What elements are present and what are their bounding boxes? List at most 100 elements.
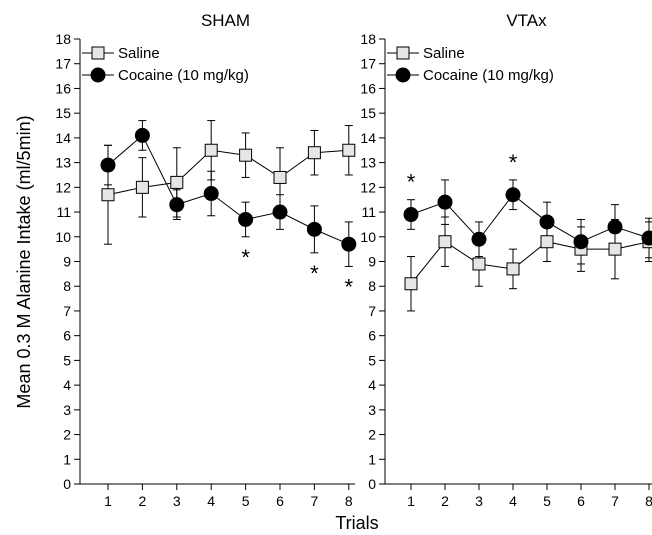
y-tick-label: 12 [55, 179, 71, 195]
saline-point [506, 262, 520, 276]
cocaine-point [238, 211, 254, 227]
cocaine-point [573, 234, 589, 250]
x-tick-label: 2 [139, 493, 147, 509]
x-tick-label: 4 [207, 493, 215, 509]
x-tick-label: 3 [475, 493, 483, 509]
y-tick-label: 7 [368, 303, 376, 319]
y-tick-label: 10 [55, 229, 71, 245]
saline-point [101, 188, 115, 202]
x-tick-label: 7 [311, 493, 319, 509]
x-tick-label: 5 [543, 493, 551, 509]
saline-point [239, 148, 253, 162]
cocaine-point [341, 236, 357, 252]
y-tick-label: 1 [368, 451, 376, 467]
cocaine-point [134, 127, 150, 143]
y-tick-label: 18 [360, 31, 376, 47]
x-tick-label: 8 [645, 493, 652, 509]
y-tick-label: 7 [63, 303, 71, 319]
cocaine-point [471, 231, 487, 247]
cocaine-point [403, 207, 419, 223]
saline-point [540, 235, 554, 249]
x-tick-label: 8 [345, 493, 353, 509]
y-tick-label: 0 [368, 476, 376, 492]
x-tick-label: 7 [611, 493, 619, 509]
y-tick-label: 3 [63, 402, 71, 418]
y-tick-label: 13 [55, 155, 71, 171]
y-tick-label: 15 [360, 105, 376, 121]
x-axis-title: Trials [335, 513, 378, 533]
cocaine-point [100, 157, 116, 173]
x-tick-label: 6 [577, 493, 585, 509]
x-tick-label: 1 [407, 493, 415, 509]
saline-point [135, 180, 149, 194]
y-tick-label: 1 [63, 451, 71, 467]
y-tick-label: 11 [361, 204, 376, 220]
significance-star: * [509, 150, 518, 175]
saline-point [438, 235, 452, 249]
legend-saline-marker [396, 46, 410, 60]
cocaine-point [272, 204, 288, 220]
saline-point [472, 257, 486, 271]
y-tick-label: 14 [55, 130, 71, 146]
saline-point [170, 175, 184, 189]
cocaine-point [539, 214, 555, 230]
legend-cocaine-label: Cocaine (10 mg/kg) [423, 67, 554, 84]
saline-point [204, 143, 218, 157]
y-tick-label: 6 [368, 328, 376, 344]
y-tick-label: 4 [368, 377, 376, 393]
significance-star: * [310, 261, 319, 286]
x-tick-label: 3 [173, 493, 181, 509]
cocaine-point [169, 197, 185, 213]
y-tick-label: 13 [360, 155, 376, 171]
y-tick-label: 8 [368, 278, 376, 294]
panel-title: VTAx [506, 11, 547, 30]
y-tick-label: 5 [368, 352, 376, 368]
y-tick-label: 4 [63, 377, 71, 393]
y-tick-label: 10 [360, 229, 376, 245]
y-tick-label: 0 [63, 476, 71, 492]
y-tick-label: 17 [55, 56, 71, 72]
cocaine-point [306, 221, 322, 237]
significance-star: * [345, 274, 354, 299]
legend-cocaine-marker [90, 67, 106, 83]
y-tick-label: 16 [360, 80, 376, 96]
y-tick-label: 12 [360, 179, 376, 195]
cocaine-point [203, 186, 219, 202]
x-tick-label: 4 [509, 493, 517, 509]
saline-point [273, 170, 287, 184]
y-tick-label: 2 [368, 427, 376, 443]
y-tick-label: 3 [368, 402, 376, 418]
x-tick-label: 6 [276, 493, 284, 509]
saline-point [608, 242, 622, 256]
significance-star: * [241, 245, 250, 270]
legend-saline-label: Saline [118, 45, 160, 62]
x-tick-label: 2 [441, 493, 449, 509]
y-axis-title: Mean 0.3 M Alanine Intake (ml/5min) [14, 115, 34, 408]
y-tick-label: 16 [55, 80, 71, 96]
y-tick-label: 14 [360, 130, 376, 146]
legend-cocaine-label: Cocaine (10 mg/kg) [118, 67, 249, 84]
cocaine-point [437, 194, 453, 210]
legend-cocaine-marker [395, 67, 411, 83]
cocaine-point [505, 187, 521, 203]
saline-point [342, 143, 356, 157]
y-tick-label: 9 [368, 254, 376, 270]
saline-point [307, 146, 321, 160]
y-tick-label: 11 [56, 204, 71, 220]
panel-title: SHAM [201, 11, 250, 30]
y-tick-label: 8 [63, 278, 71, 294]
y-tick-label: 6 [63, 328, 71, 344]
y-tick-label: 17 [360, 56, 376, 72]
saline-point [404, 277, 418, 291]
x-tick-label: 5 [242, 493, 250, 509]
y-tick-label: 9 [63, 254, 71, 270]
legend-saline-label: Saline [423, 45, 465, 62]
cocaine-point [607, 219, 623, 235]
y-tick-label: 18 [55, 31, 71, 47]
y-tick-label: 15 [55, 105, 71, 121]
legend-saline-marker [91, 46, 105, 60]
